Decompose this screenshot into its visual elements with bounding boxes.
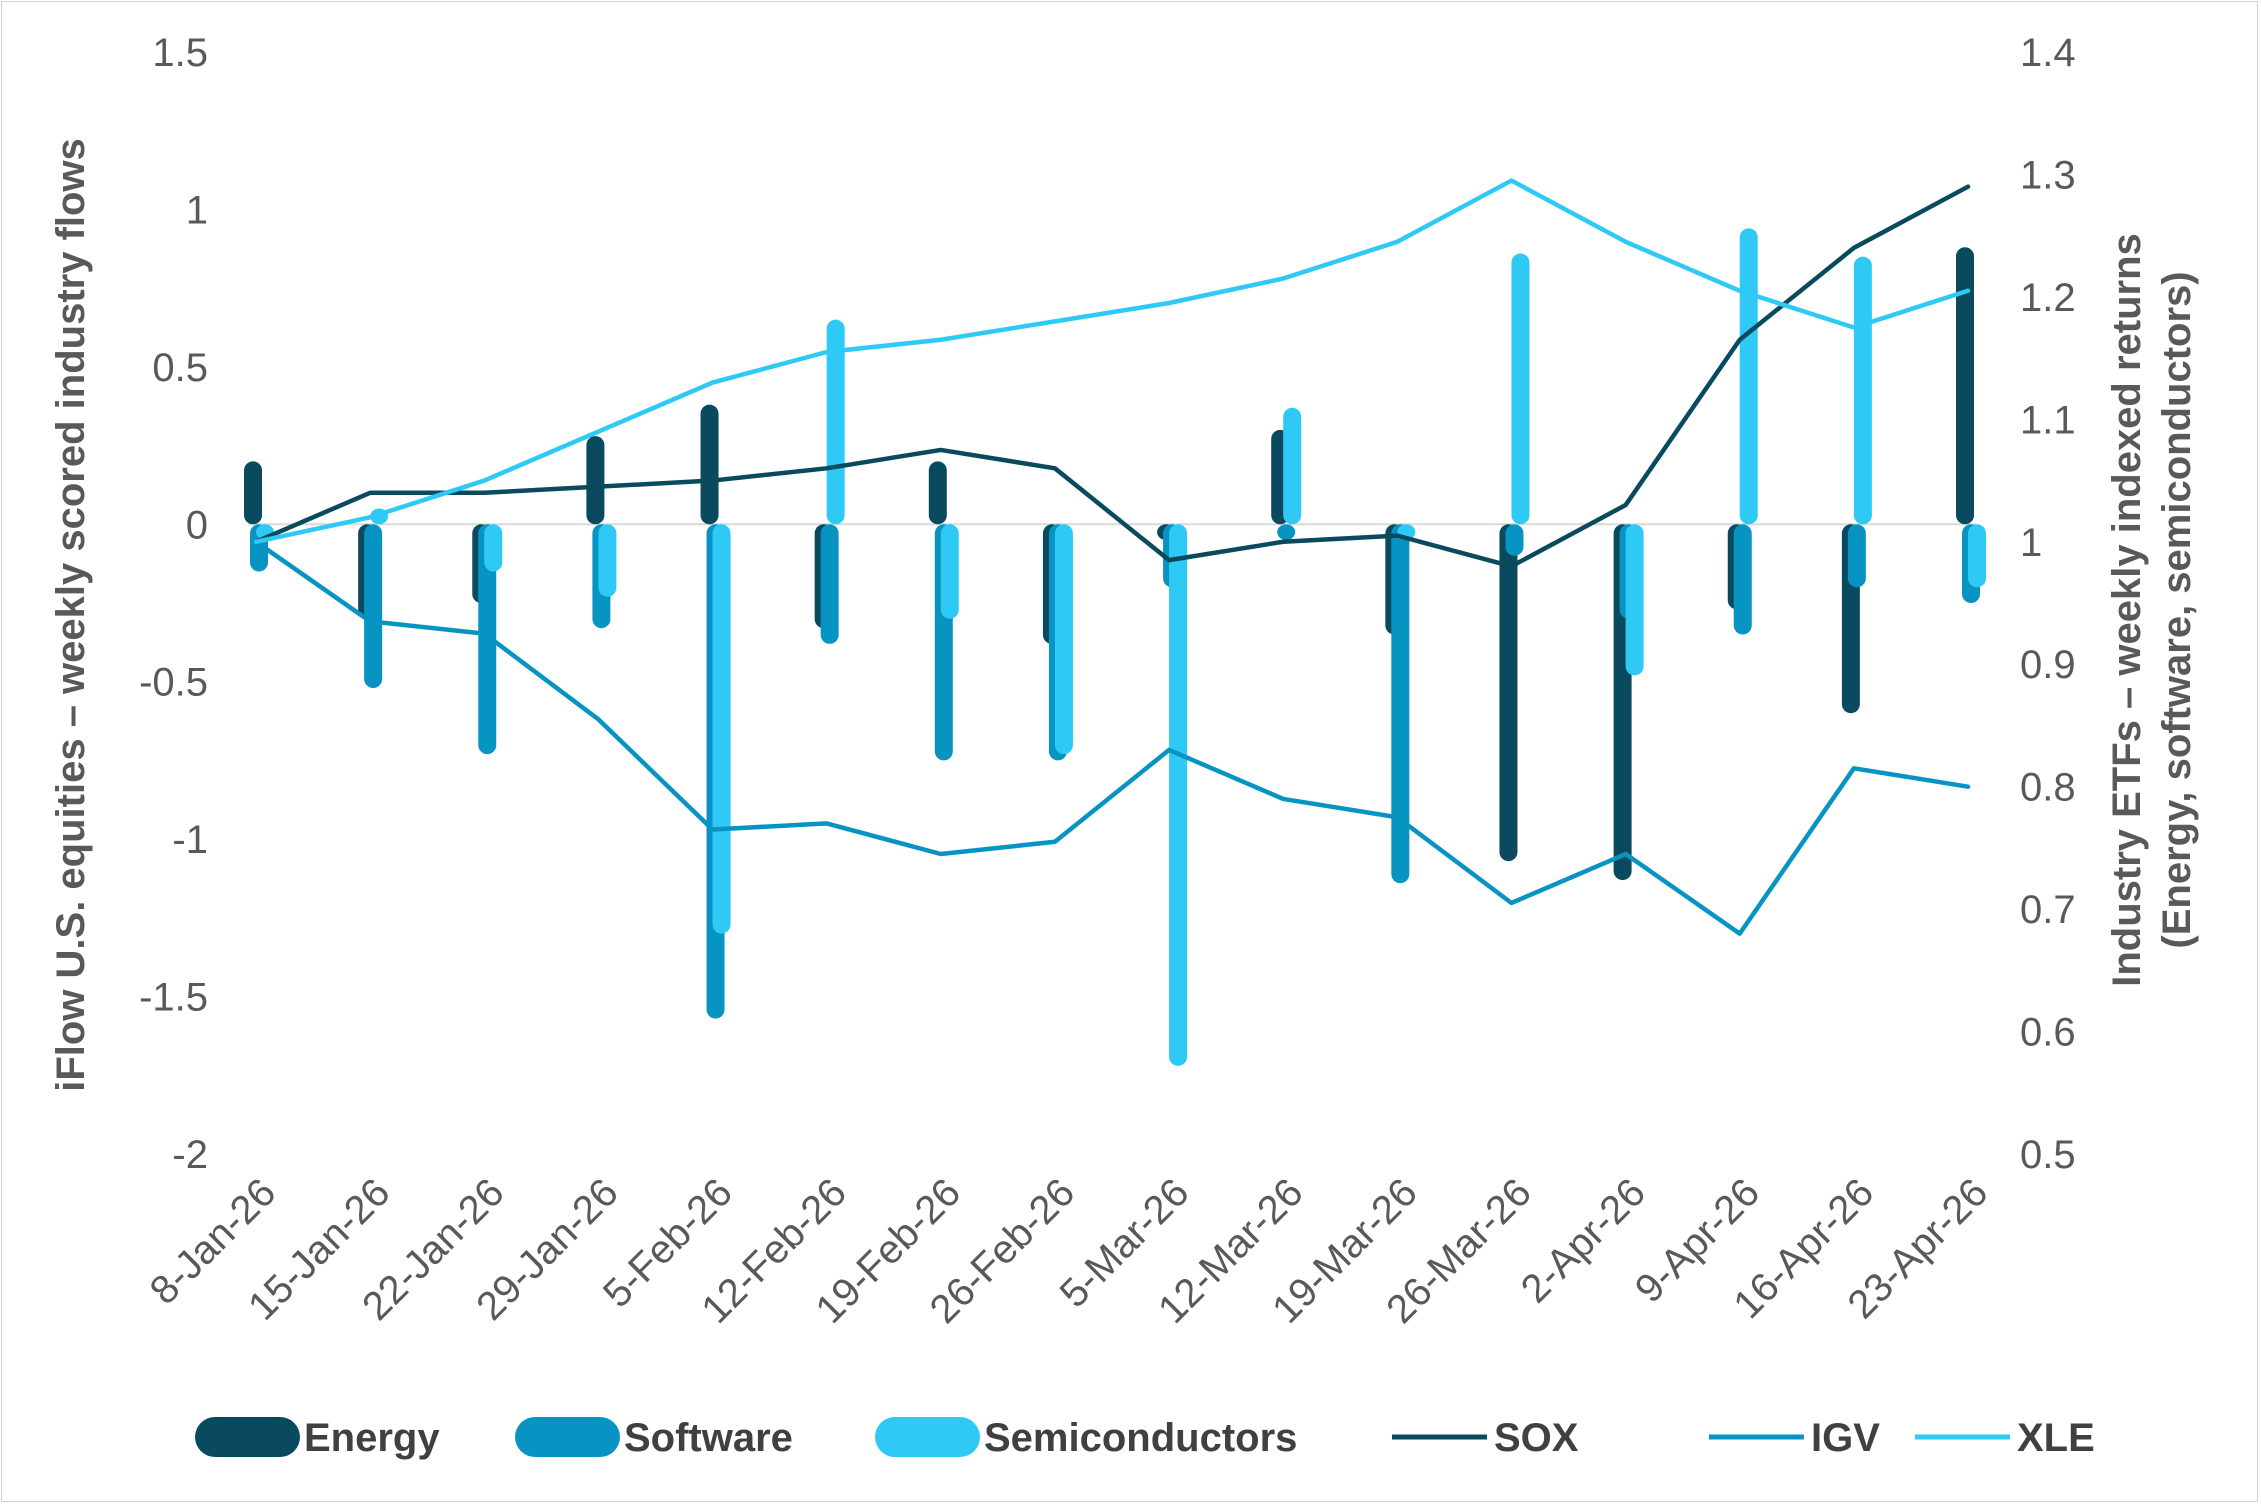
left-tick-label: -2	[172, 1133, 208, 1177]
legend-label-software: Software	[624, 1416, 793, 1460]
right-tick-label: 0.6	[2020, 1011, 2076, 1055]
bar-software-10	[1391, 524, 1410, 884]
left-tick-label: -0.5	[139, 661, 208, 705]
right-axis-title-line1: Industry ETFs – weekly indexed returns	[2105, 233, 2149, 987]
bar-software-1	[364, 524, 383, 689]
bar-energy-11	[1499, 524, 1518, 862]
line-igv	[253, 539, 1971, 936]
lines-layer	[253, 178, 1971, 936]
legend-label-energy: Energy	[304, 1416, 440, 1460]
legend: Energy Software Semiconductors SOX IGV XLE	[195, 1416, 2095, 1460]
left-tick-label: 1	[186, 188, 208, 232]
bar-software-11	[1505, 524, 1524, 556]
bar-software-14	[1847, 524, 1866, 588]
bar-semiconductors-7	[1054, 524, 1073, 755]
right-tick-label: 0.9	[2020, 643, 2076, 687]
left-tick-label: 1.5	[152, 31, 208, 75]
x-axis-ticks: 8-Jan-2615-Jan-2622-Jan-2629-Jan-265-Feb…	[142, 1170, 1997, 1332]
legend-swatch-software	[515, 1417, 620, 1457]
bar-semiconductors-8	[1169, 524, 1188, 1066]
bar-semiconductors-9	[1283, 407, 1302, 525]
bar-semiconductors-15	[1968, 524, 1986, 588]
left-axis-ticks: 1.5 1 0.5 0 -0.5 -1 -1.5 -2	[139, 31, 208, 1177]
bar-semiconductors-14	[1853, 256, 1872, 525]
left-tick-label: 0	[186, 503, 208, 547]
right-tick-label: 1.1	[2020, 398, 2076, 442]
bar-semiconductors-2	[484, 524, 503, 572]
right-tick-label: 0.8	[2020, 766, 2076, 810]
legend-swatch-energy	[195, 1417, 300, 1457]
bar-software-9	[1277, 524, 1296, 541]
bar-software-13	[1733, 524, 1752, 635]
bar-energy-3	[586, 436, 605, 525]
right-tick-label: 1	[2020, 521, 2042, 565]
bar-software-5	[820, 524, 839, 644]
right-tick-label: 0.7	[2020, 888, 2076, 932]
bar-energy-0	[244, 461, 262, 525]
left-tick-label: -1	[172, 818, 208, 862]
right-axis-title-line2: (Energy, software, semiconductors)	[2155, 271, 2199, 948]
bar-energy-6	[928, 461, 947, 525]
bar-semiconductors-3	[598, 524, 617, 597]
legend-label-xle: XLE	[2017, 1416, 2095, 1460]
right-tick-label: 1.4	[2020, 31, 2076, 75]
bar-semiconductors-5	[826, 319, 845, 525]
right-tick-label: 1.2	[2020, 276, 2076, 320]
legend-label-igv: IGV	[1811, 1416, 1880, 1460]
bar-energy-4	[700, 404, 719, 525]
right-tick-label: 0.5	[2020, 1133, 2076, 1177]
legend-label-sox: SOX	[1494, 1416, 1579, 1460]
x-tick-label: 2-Apr-26	[1513, 1170, 1654, 1311]
bar-energy-15	[1956, 247, 1974, 525]
right-tick-label: 1.3	[2020, 153, 2076, 197]
legend-label-semiconductors: Semiconductors	[984, 1416, 1297, 1460]
bar-semiconductors-12	[1625, 524, 1644, 676]
line-sox	[253, 184, 1971, 569]
legend-swatch-semiconductors	[875, 1417, 980, 1457]
left-tick-label: -1.5	[139, 976, 208, 1020]
right-axis-ticks: 1.4 1.3 1.2 1.1 1 0.9 0.8 0.7 0.6 0.5	[2020, 31, 2076, 1177]
bar-semiconductors-11	[1511, 253, 1530, 525]
bar-software-2	[478, 524, 497, 755]
left-axis-title: iFlow U.S. equities – weekly scored indu…	[49, 138, 93, 1092]
left-tick-label: 0.5	[152, 346, 208, 390]
bar-semiconductors-6	[940, 524, 959, 619]
bars-layer	[244, 228, 1986, 1066]
line-xle	[253, 178, 1971, 545]
bar-semiconductors-4	[712, 524, 731, 934]
bar-semiconductors-13	[1739, 228, 1758, 525]
